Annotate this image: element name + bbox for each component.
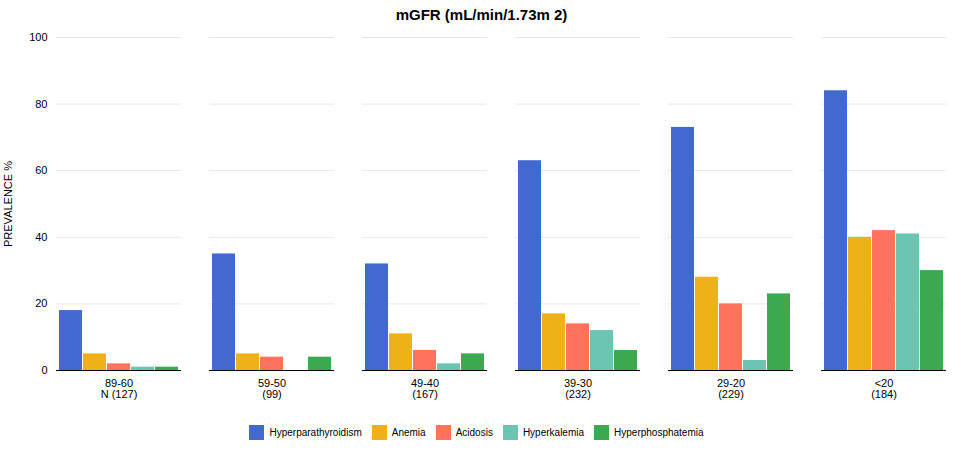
svg-text:40: 40 xyxy=(35,231,47,243)
html-text:Acidosis: Acidosis xyxy=(455,427,493,438)
svg-text:89-60N (127): 89-60N (127) xyxy=(101,377,138,400)
svg-text:20: 20 xyxy=(35,297,47,309)
html-text:mGFR (mL/min/1.73m 2): mGFR (mL/min/1.73m 2) xyxy=(395,6,568,23)
html-text:Hyperparathyroidism: Hyperparathyroidism xyxy=(269,427,362,438)
html-text:Anemia: Anemia xyxy=(391,427,426,438)
svg-text:0: 0 xyxy=(41,364,47,376)
svg-text:59-50(99): 59-50(99) xyxy=(258,377,286,400)
svg-text:100: 100 xyxy=(29,31,47,43)
html-text:Hyperkalemia: Hyperkalemia xyxy=(522,427,584,438)
svg-text:PREVALENCE %: PREVALENCE % xyxy=(2,161,14,247)
svg-text:60: 60 xyxy=(35,164,47,176)
svg-text:<20(184): <20(184) xyxy=(871,377,897,400)
html-text:Hyperphosphatemia: Hyperphosphatemia xyxy=(614,427,704,438)
svg-text:29-20(229): 29-20(229) xyxy=(717,377,745,400)
svg-text:39-30(232): 39-30(232) xyxy=(564,377,592,400)
svg-text:80: 80 xyxy=(35,98,47,110)
svg-text:49-40(167): 49-40(167) xyxy=(411,377,439,400)
